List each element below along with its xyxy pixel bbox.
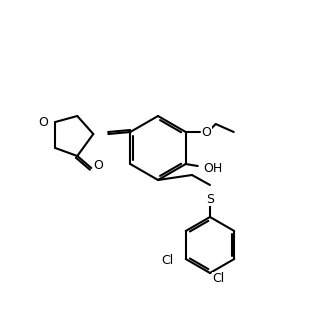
- Text: Cl: Cl: [212, 272, 224, 285]
- Text: Cl: Cl: [161, 254, 174, 267]
- Text: O: O: [93, 159, 103, 172]
- Text: O: O: [38, 115, 48, 128]
- Text: O: O: [202, 126, 212, 139]
- Text: S: S: [206, 193, 214, 206]
- Text: OH: OH: [204, 162, 223, 175]
